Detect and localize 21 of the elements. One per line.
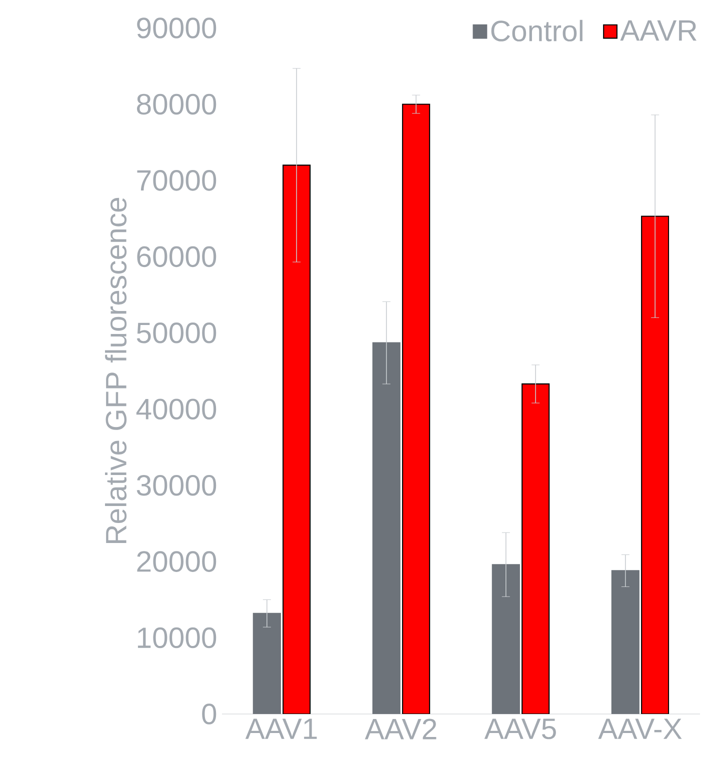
bar — [522, 383, 550, 714]
y-tick-label: 80000 — [136, 94, 216, 115]
y-tick-label: 50000 — [136, 322, 216, 344]
y-tick-label: 20000 — [137, 551, 216, 572]
x-tick-label: AAV2 — [364, 718, 436, 740]
y-tick-label: 60000 — [137, 246, 216, 268]
x-tick-label: AAV1 — [245, 718, 317, 739]
bar — [402, 104, 430, 714]
bar — [641, 216, 670, 714]
y-tick-label: 90000 — [137, 18, 216, 38]
y-tick-label: 70000 — [137, 170, 216, 191]
y-tick-label: 10000 — [138, 627, 216, 648]
legend-label: Control — [491, 20, 582, 42]
y-tick-label: 40000 — [136, 398, 216, 420]
legend-label: AAVR — [620, 20, 696, 41]
y-tick-label: 30000 — [136, 474, 216, 496]
x-tick-label: AAV5 — [484, 718, 556, 740]
bar — [282, 164, 311, 714]
y-axis-title: Relative GFP fluorescence — [105, 198, 127, 544]
x-tick-label: AAV-X — [598, 718, 682, 739]
y-tick-label: 0 — [202, 704, 216, 724]
